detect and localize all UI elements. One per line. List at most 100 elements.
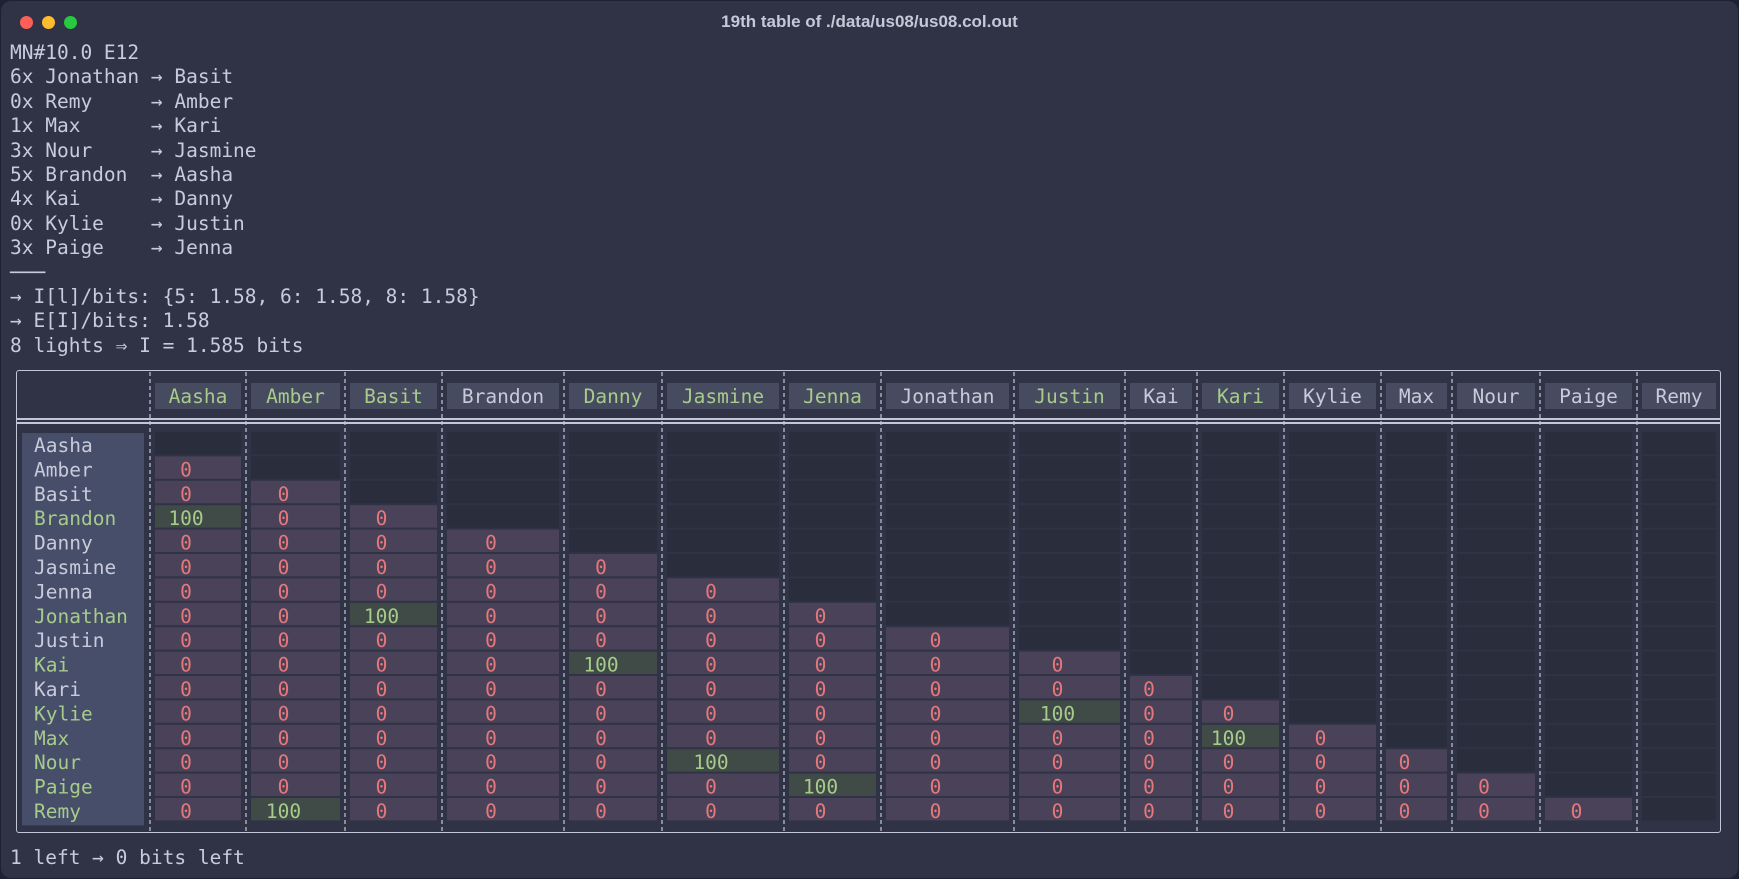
table-cell — [447, 480, 559, 504]
cell-value: 100 — [266, 800, 301, 823]
row-label: Jenna — [34, 580, 93, 603]
table-cell — [251, 627, 340, 650]
table-cell — [569, 480, 657, 504]
column-header-bg — [1019, 383, 1120, 409]
table-cell — [1130, 456, 1192, 479]
cell-value: 0 — [278, 556, 290, 579]
cell-value: 0 — [1315, 800, 1327, 823]
output-line: 6x Jonathan → Basit — [10, 65, 234, 89]
cell-value: 0 — [1143, 727, 1155, 750]
table-cell — [1386, 480, 1447, 504]
table-cell — [1130, 651, 1192, 674]
table-cell — [1202, 773, 1279, 796]
table-cell — [251, 480, 340, 504]
cell-value: 0 — [705, 605, 717, 628]
cell-value: 100 — [168, 507, 203, 530]
table-cell — [667, 432, 779, 455]
table-cell — [1019, 700, 1120, 723]
cell-value: 0 — [1315, 727, 1327, 750]
table-cell — [1457, 456, 1535, 479]
table-cell — [1457, 724, 1535, 748]
table-cell — [789, 724, 876, 748]
table-cell — [1457, 798, 1535, 821]
table-cell — [155, 432, 241, 455]
table-cell — [1289, 602, 1376, 626]
table-cell — [1019, 798, 1120, 821]
cell-value: 0 — [1143, 702, 1155, 725]
table-cell — [1289, 554, 1376, 577]
minimize-button[interactable] — [42, 16, 55, 29]
cell-value: 0 — [595, 702, 607, 725]
table-cell — [1202, 602, 1279, 626]
column-header-bg — [350, 383, 437, 409]
output-line: 4x Kai → Danny — [10, 187, 234, 211]
close-button[interactable] — [20, 16, 33, 29]
column-header: Basit — [364, 385, 423, 408]
table-cell — [667, 554, 779, 577]
cell-value: 0 — [705, 727, 717, 750]
table-cell — [1289, 676, 1376, 699]
table-cell — [155, 749, 241, 772]
cell-value: 0 — [1315, 776, 1327, 799]
table-cell — [1642, 724, 1716, 748]
table-cell — [350, 432, 437, 455]
table-cell — [1019, 651, 1120, 674]
table-cell — [1289, 456, 1376, 479]
table-cell — [667, 627, 779, 650]
cell-value: 0 — [278, 605, 290, 628]
table-cell — [1130, 578, 1192, 601]
table-cell — [1386, 432, 1447, 455]
table-cell — [1457, 651, 1535, 674]
cell-value: 0 — [376, 727, 388, 750]
table-cell — [1642, 456, 1716, 479]
table-cell — [667, 724, 779, 748]
table-cell — [1202, 700, 1279, 723]
cell-value: 0 — [376, 629, 388, 652]
table-cell — [1130, 602, 1192, 626]
cell-value: 0 — [180, 751, 192, 774]
cell-value: 0 — [180, 605, 192, 628]
table-cell — [1545, 724, 1632, 748]
cell-value: 0 — [815, 605, 827, 628]
table-cell — [789, 798, 876, 821]
table-cell — [251, 700, 340, 723]
table-cell — [155, 773, 241, 796]
table-cell — [155, 627, 241, 650]
table-cell — [1019, 432, 1120, 455]
table-cell — [1202, 651, 1279, 674]
table-cell — [1202, 505, 1279, 528]
maximize-button[interactable] — [64, 16, 77, 29]
table-cell — [155, 798, 241, 821]
table-cell — [350, 505, 437, 528]
table-cell — [447, 432, 559, 455]
table-cell — [1019, 676, 1120, 699]
table-cell — [447, 578, 559, 601]
cell-value: 0 — [930, 654, 942, 677]
cell-value: 0 — [485, 702, 497, 725]
cell-value: 100 — [1040, 702, 1075, 725]
table-cell — [1457, 749, 1535, 772]
cell-value: 0 — [705, 776, 717, 799]
cell-value: 0 — [278, 507, 290, 530]
cell-value: 0 — [278, 776, 290, 799]
table-cell — [155, 700, 241, 723]
table-cell — [789, 627, 876, 650]
table-cell — [1386, 749, 1447, 772]
cell-value: 0 — [485, 751, 497, 774]
table-cell — [1457, 505, 1535, 528]
table-cell — [1545, 432, 1632, 455]
cell-value: 0 — [376, 678, 388, 701]
cell-value: 0 — [1223, 800, 1235, 823]
table-cell — [667, 749, 779, 772]
table-cell — [789, 505, 876, 528]
table-cell — [569, 627, 657, 650]
table-cell — [667, 529, 779, 552]
row-label: Max — [34, 727, 69, 750]
table-cell — [1545, 627, 1632, 650]
table-cell — [350, 578, 437, 601]
cell-value: 0 — [595, 629, 607, 652]
cell-value: 0 — [815, 678, 827, 701]
output-line: ─── — [10, 260, 46, 284]
table-cell — [251, 505, 340, 528]
